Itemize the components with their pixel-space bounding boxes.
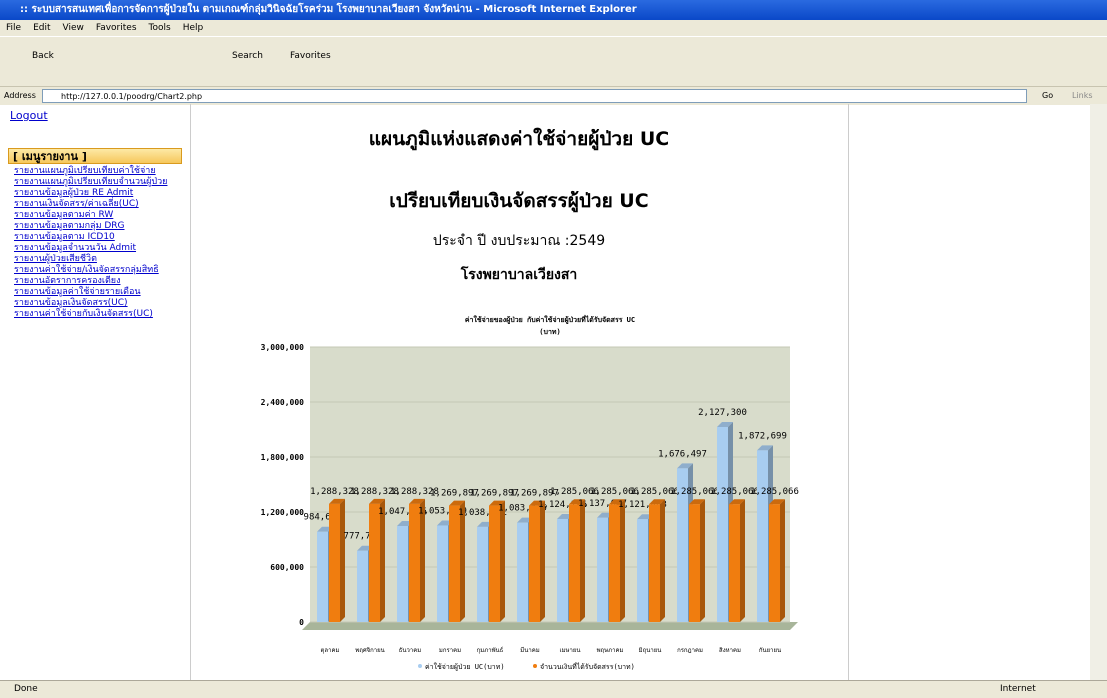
bar-side (420, 499, 425, 622)
value-label: 1,676,497 (658, 449, 707, 459)
bar-side (700, 499, 705, 622)
bar-side (540, 501, 545, 622)
chart-title: ค่าใช้จ่ายของผู้ป่วย กับค่าใช้จ่ายผู้ป่ว… (465, 314, 635, 325)
bar (317, 532, 328, 622)
x-tick-label: ตุลาคม (321, 647, 340, 654)
bar (689, 504, 700, 622)
bar (369, 504, 380, 622)
status-zone: Internet (1000, 681, 1036, 698)
bar-side (620, 499, 625, 622)
bar-side (780, 499, 785, 622)
x-tick-label: ธันวาคม (399, 647, 422, 654)
bar-side (380, 499, 385, 622)
browser-window: :: ระบบสารสนเทศเพื่อการจัดการผู้ป่วยใน ต… (0, 0, 1107, 697)
x-tick-label: มกราคม (439, 647, 461, 654)
bar-side (740, 499, 745, 622)
bar (597, 518, 608, 622)
y-tick-label: 1,200,000 (261, 508, 305, 517)
legend-swatch (533, 664, 537, 668)
bar (329, 504, 340, 622)
x-tick-label: เมษายน (560, 647, 581, 654)
bar-side (580, 499, 585, 622)
legend-swatch (418, 664, 422, 668)
bar-side (660, 499, 665, 622)
bar-side (500, 501, 505, 622)
scrollbar[interactable] (1090, 104, 1107, 680)
legend-label: จำนวนเงินที่ได้รับจัดสรร(บาท) (540, 662, 635, 671)
value-label: 1,872,699 (738, 431, 787, 441)
y-tick-label: 0 (299, 618, 304, 627)
x-tick-label: กรกฎาคม (677, 647, 703, 654)
bar (517, 523, 528, 622)
bar (637, 519, 648, 622)
bar (729, 504, 740, 622)
bar (757, 450, 768, 622)
bar (357, 551, 368, 622)
bar (649, 504, 660, 622)
x-tick-label: พฤศจิกายน (355, 647, 385, 654)
bar (609, 504, 620, 622)
y-tick-label: 600,000 (270, 563, 304, 572)
bar (477, 527, 488, 622)
bar (409, 504, 420, 622)
bar (569, 504, 580, 622)
bar (529, 506, 540, 622)
x-tick-label: พฤษภาคม (597, 647, 624, 654)
bar (557, 519, 568, 622)
bar (449, 506, 460, 622)
x-tick-label: กุมภาพันธ์ (477, 646, 504, 654)
plot-floor (302, 622, 798, 630)
bar-side (460, 501, 465, 622)
legend-label: ค่าใช้จ่ายผู้ป่วย UC(บาท) (425, 662, 505, 671)
bar (717, 427, 728, 622)
right-column (848, 104, 1091, 680)
bar-side (340, 499, 345, 622)
status-text: Done (14, 681, 38, 698)
value-label: 1,285,066 (750, 487, 799, 497)
chart-subtitle: (บาท) (539, 328, 560, 336)
x-tick-label: มีนาคม (520, 646, 539, 654)
x-tick-label: มิถุนายน (639, 647, 662, 654)
x-tick-label: กันยายน (759, 647, 781, 654)
bar (489, 506, 500, 622)
y-tick-label: 3,000,000 (261, 343, 305, 352)
y-tick-label: 1,800,000 (261, 453, 305, 462)
status-bar: Done Internet (0, 680, 1107, 698)
bar (397, 526, 408, 622)
x-tick-label: สิงหาคม (719, 647, 741, 654)
y-tick-label: 2,400,000 (261, 398, 305, 407)
bar (437, 525, 448, 622)
value-label: 2,127,300 (698, 408, 747, 418)
bar (769, 504, 780, 622)
